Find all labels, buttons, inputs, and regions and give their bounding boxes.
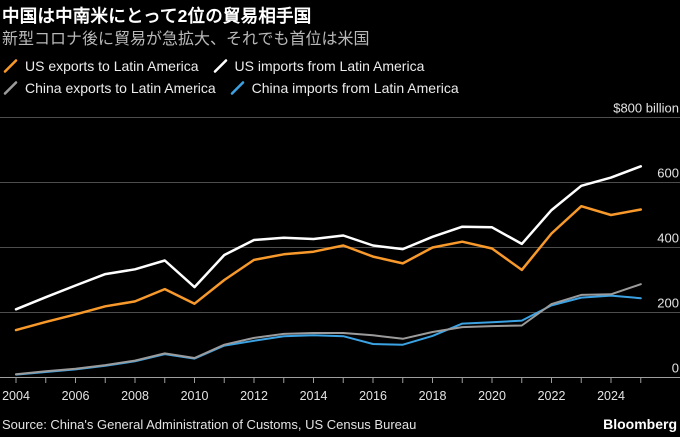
- y-tick-label-600: 600: [657, 166, 679, 181]
- legend-item-us-imports: US imports from Latin America: [213, 58, 425, 74]
- legend-item-china-imports: China imports from Latin America: [230, 80, 459, 96]
- source-note: Source: China's General Administration o…: [2, 417, 417, 432]
- legend-row-2: China exports to Latin America China imp…: [3, 77, 459, 99]
- x-tick-label-2008: 2008: [121, 389, 149, 403]
- legend-label: China exports to Latin America: [25, 80, 216, 96]
- y-tick-label-800: $800 billion: [613, 101, 679, 116]
- series-line-0: [14, 204, 643, 332]
- x-tick-label-2006: 2006: [62, 389, 90, 403]
- legend-label: China imports from Latin America: [251, 80, 459, 96]
- y-tick-label-400: 400: [657, 231, 679, 246]
- chart-legend: US exports to Latin America US imports f…: [3, 55, 459, 99]
- chart-subtitle: 新型コロナ後に貿易が急拡大、それでも首位は米国: [2, 31, 370, 48]
- blue-slash-icon: [230, 81, 244, 95]
- y-tick-label-200: 200: [657, 296, 679, 311]
- legend-label: US imports from Latin America: [234, 58, 425, 74]
- x-tick-label-2012: 2012: [240, 389, 268, 403]
- chart-title: 中国は中南米にとって2位の貿易相手国: [2, 6, 312, 26]
- y-tick-label-0: 0: [672, 361, 679, 376]
- x-tick-label-2010: 2010: [181, 389, 209, 403]
- gray-slash-icon: [3, 81, 18, 95]
- x-tick-label-2004: 2004: [2, 389, 30, 403]
- x-tick-label-2020: 2020: [478, 389, 506, 403]
- series-line-2: [15, 283, 642, 376]
- series-line-1: [14, 165, 643, 311]
- x-tick-label-2022: 2022: [538, 389, 566, 403]
- legend-label: US exports to Latin America: [25, 58, 199, 74]
- orange-slash-icon: [3, 59, 18, 73]
- legend-item-china-exports: China exports to Latin America: [3, 80, 216, 96]
- white-slash-icon: [213, 59, 227, 73]
- legend-item-us-exports: US exports to Latin America: [3, 58, 199, 74]
- x-tick-label-2018: 2018: [419, 389, 447, 403]
- legend-row-1: US exports to Latin America US imports f…: [3, 55, 459, 77]
- bloomberg-logo: Bloomberg: [603, 416, 677, 432]
- x-tick-label-2024: 2024: [597, 389, 625, 403]
- x-tick-label-2014: 2014: [300, 389, 328, 403]
- x-tick-label-2016: 2016: [359, 389, 387, 403]
